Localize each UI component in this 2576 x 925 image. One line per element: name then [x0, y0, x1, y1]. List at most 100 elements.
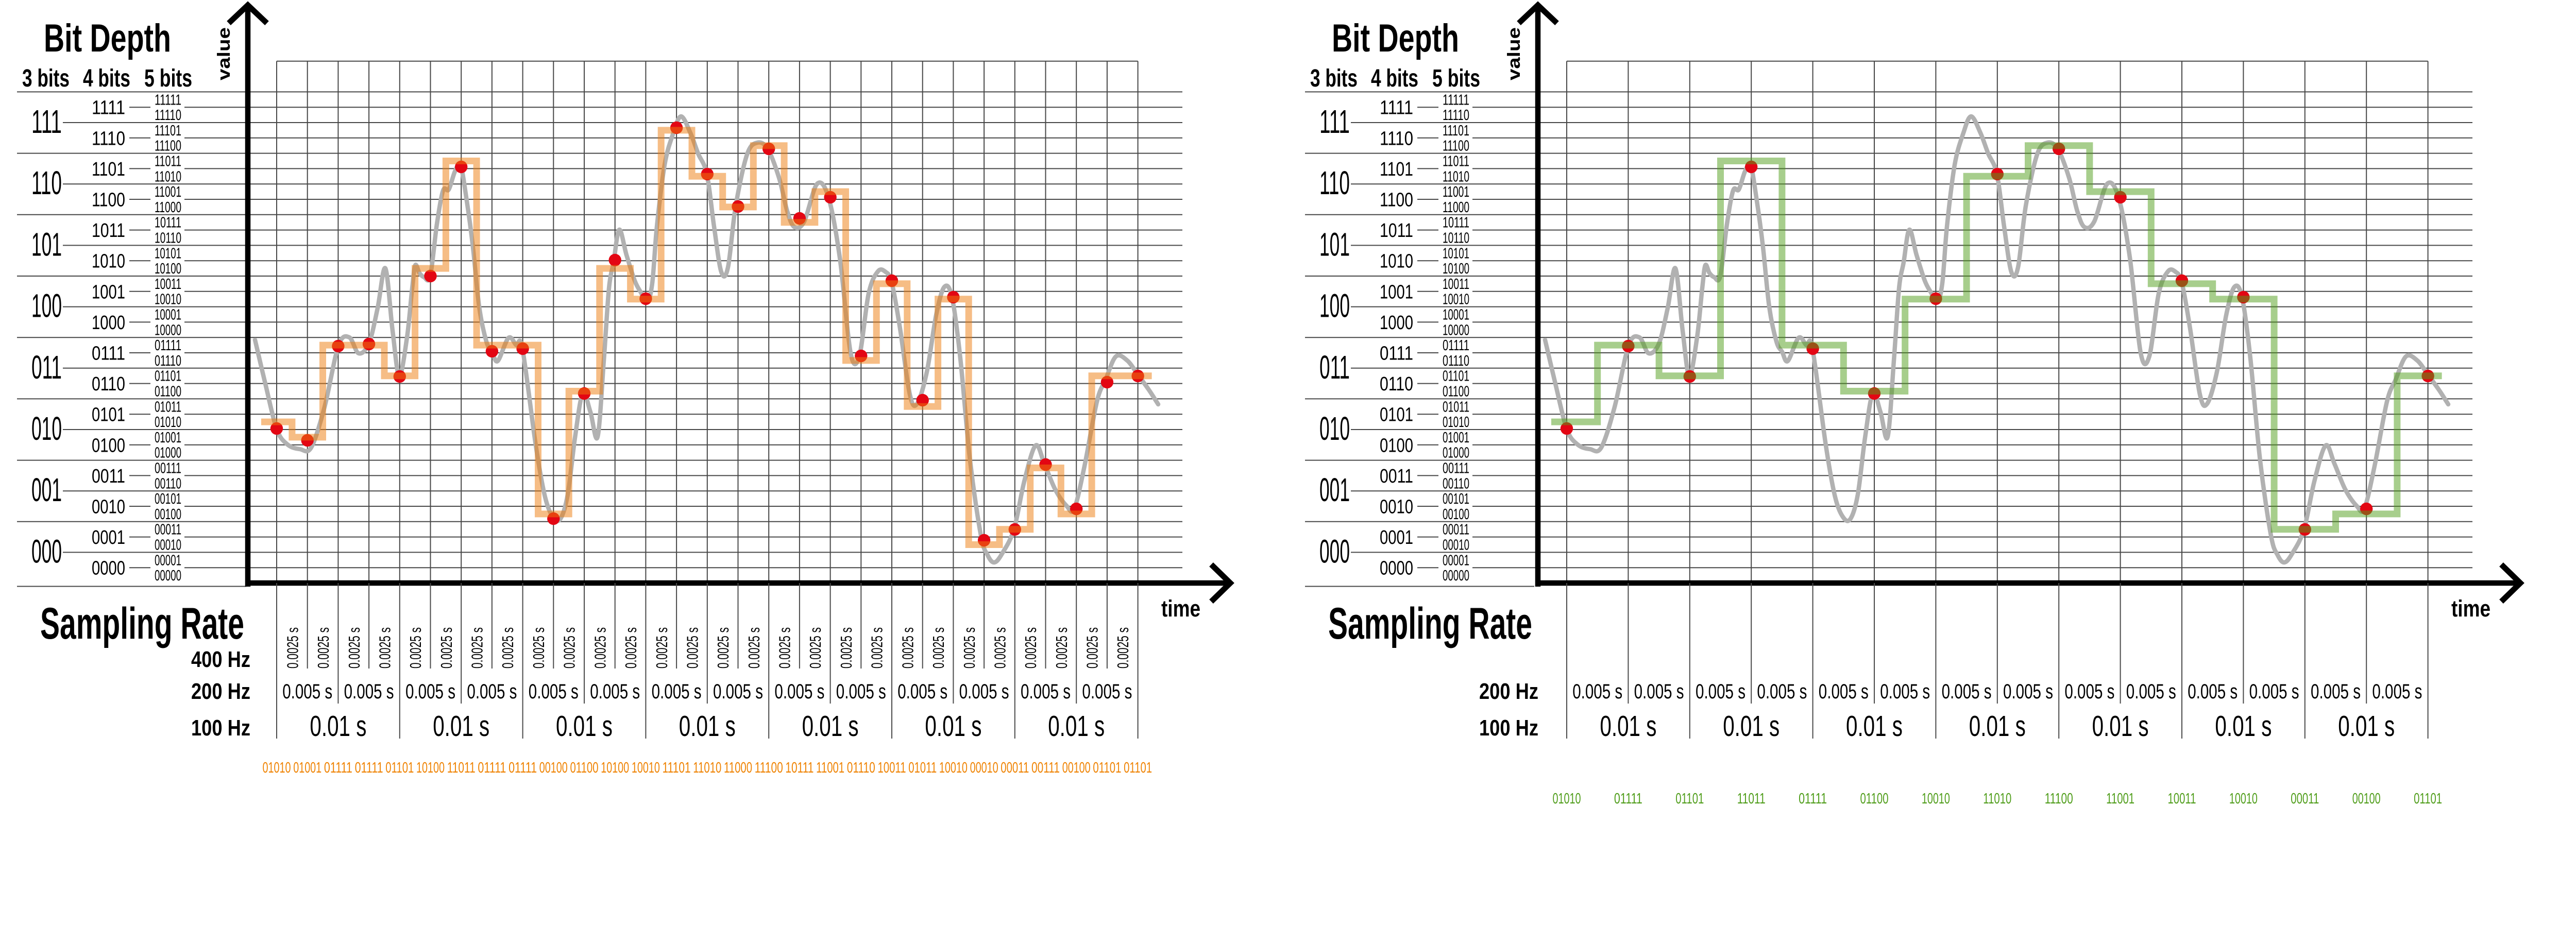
svg-text:Sampling Rate: Sampling Rate — [1328, 599, 1532, 648]
svg-text:11011: 11011 — [1737, 791, 1766, 807]
svg-text:10011: 10011 — [878, 760, 906, 776]
svg-text:0.005 s: 0.005 s — [282, 680, 332, 703]
svg-text:01100: 01100 — [1860, 791, 1889, 807]
svg-text:1110: 1110 — [92, 128, 125, 149]
svg-text:0011: 0011 — [92, 466, 125, 487]
svg-text:110: 110 — [1319, 164, 1350, 201]
svg-text:0.005 s: 0.005 s — [2249, 680, 2299, 703]
svg-text:01011: 01011 — [155, 399, 181, 415]
svg-text:000: 000 — [31, 533, 62, 570]
svg-text:value: value — [214, 27, 234, 80]
svg-text:01111: 01111 — [1799, 791, 1827, 807]
svg-text:10010: 10010 — [2229, 791, 2258, 807]
svg-text:0.005 s: 0.005 s — [1634, 680, 1684, 703]
svg-text:00000: 00000 — [1443, 568, 1469, 584]
svg-text:0.01 s: 0.01 s — [310, 710, 366, 743]
svg-text:0.01 s: 0.01 s — [925, 710, 981, 743]
svg-text:01110: 01110 — [155, 353, 181, 369]
svg-text:0.005 s: 0.005 s — [774, 680, 824, 703]
svg-text:00100: 00100 — [1062, 760, 1091, 776]
svg-text:01101: 01101 — [155, 368, 181, 385]
svg-text:111: 111 — [1319, 103, 1350, 140]
svg-text:0.0025 s: 0.0025 s — [991, 627, 1009, 669]
svg-text:10010: 10010 — [1922, 791, 1950, 807]
svg-text:0.005 s: 0.005 s — [2003, 680, 2053, 703]
svg-text:time: time — [2451, 595, 2490, 622]
svg-text:1010: 1010 — [1380, 251, 1413, 272]
svg-text:010: 010 — [1319, 410, 1350, 447]
svg-text:0.0025 s: 0.0025 s — [868, 627, 886, 669]
svg-text:1101: 1101 — [1380, 159, 1413, 180]
svg-text:10010: 10010 — [939, 760, 968, 776]
svg-text:0.0025 s: 0.0025 s — [714, 627, 732, 669]
svg-text:110: 110 — [31, 164, 62, 201]
svg-text:0.0025 s: 0.0025 s — [806, 627, 824, 669]
svg-text:0.005 s: 0.005 s — [1572, 680, 1622, 703]
svg-text:11001: 11001 — [816, 760, 844, 776]
svg-text:0.01 s: 0.01 s — [802, 710, 859, 743]
svg-text:01010: 01010 — [1553, 791, 1581, 807]
svg-text:0.01 s: 0.01 s — [1846, 710, 1903, 743]
svg-text:01100: 01100 — [570, 760, 599, 776]
svg-text:0.0025 s: 0.0025 s — [929, 627, 947, 669]
svg-text:01000: 01000 — [155, 445, 181, 461]
svg-text:10101: 10101 — [1443, 245, 1469, 262]
svg-text:11001: 11001 — [155, 184, 181, 200]
svg-text:0.0025 s: 0.0025 s — [283, 627, 301, 669]
svg-text:10110: 10110 — [155, 230, 181, 247]
svg-text:00101: 00101 — [155, 491, 181, 507]
svg-text:11001: 11001 — [1443, 184, 1469, 200]
svg-text:100: 100 — [31, 287, 62, 324]
svg-text:00110: 00110 — [1443, 475, 1469, 492]
svg-text:0.01 s: 0.01 s — [1600, 710, 1656, 743]
svg-text:01101: 01101 — [1093, 760, 1121, 776]
svg-text:00011: 00011 — [2291, 791, 2319, 807]
svg-text:01010: 01010 — [155, 414, 181, 431]
svg-text:10100: 10100 — [601, 760, 629, 776]
svg-text:00000: 00000 — [155, 568, 181, 584]
svg-text:11011: 11011 — [155, 153, 181, 170]
svg-text:100 Hz: 100 Hz — [191, 715, 250, 741]
svg-text:01101: 01101 — [1443, 368, 1469, 385]
svg-text:00010: 00010 — [970, 760, 998, 776]
svg-text:11000: 11000 — [724, 760, 752, 776]
svg-text:01111: 01111 — [509, 760, 537, 776]
svg-text:1100: 1100 — [92, 190, 125, 211]
svg-text:0001: 0001 — [92, 527, 125, 549]
svg-text:200 Hz: 200 Hz — [1479, 679, 1538, 704]
svg-text:0.005 s: 0.005 s — [2126, 680, 2176, 703]
svg-text:0.0025 s: 0.0025 s — [591, 627, 609, 669]
svg-text:1010: 1010 — [92, 251, 125, 272]
svg-text:0.005 s: 0.005 s — [1942, 680, 1992, 703]
svg-text:111: 111 — [31, 103, 62, 140]
svg-text:0.0025 s: 0.0025 s — [622, 627, 640, 669]
svg-text:01111: 01111 — [478, 760, 506, 776]
svg-text:1000: 1000 — [92, 312, 125, 334]
svg-text:10111: 10111 — [155, 215, 181, 231]
svg-text:00100: 00100 — [155, 506, 181, 523]
svg-text:00100: 00100 — [2352, 791, 2381, 807]
svg-text:5 bits: 5 bits — [144, 65, 192, 92]
svg-text:01001: 01001 — [155, 430, 181, 446]
svg-text:0.005 s: 0.005 s — [1082, 680, 1132, 703]
svg-text:01110: 01110 — [1443, 353, 1469, 369]
svg-text:01111: 01111 — [155, 337, 181, 354]
svg-text:0.005 s: 0.005 s — [2311, 680, 2361, 703]
svg-text:10010: 10010 — [1443, 292, 1469, 308]
svg-text:0.005 s: 0.005 s — [2064, 680, 2114, 703]
svg-text:0.0025 s: 0.0025 s — [960, 627, 978, 669]
svg-text:11110: 11110 — [1443, 107, 1469, 124]
svg-text:0.0025 s: 0.0025 s — [1083, 627, 1101, 669]
svg-text:10100: 10100 — [416, 760, 445, 776]
svg-text:Bit Depth: Bit Depth — [1332, 16, 1459, 60]
svg-text:0.01 s: 0.01 s — [1969, 710, 2026, 743]
svg-text:00011: 00011 — [1443, 522, 1469, 538]
svg-text:11100: 11100 — [1443, 138, 1469, 155]
svg-text:100: 100 — [1319, 287, 1350, 324]
svg-text:0000: 0000 — [1380, 558, 1413, 579]
svg-text:1101: 1101 — [92, 159, 125, 180]
svg-text:00110: 00110 — [155, 475, 181, 492]
svg-text:11010: 11010 — [1443, 168, 1469, 185]
svg-text:0.0025 s: 0.0025 s — [1114, 627, 1132, 669]
svg-text:0.0025 s: 0.0025 s — [376, 627, 394, 669]
